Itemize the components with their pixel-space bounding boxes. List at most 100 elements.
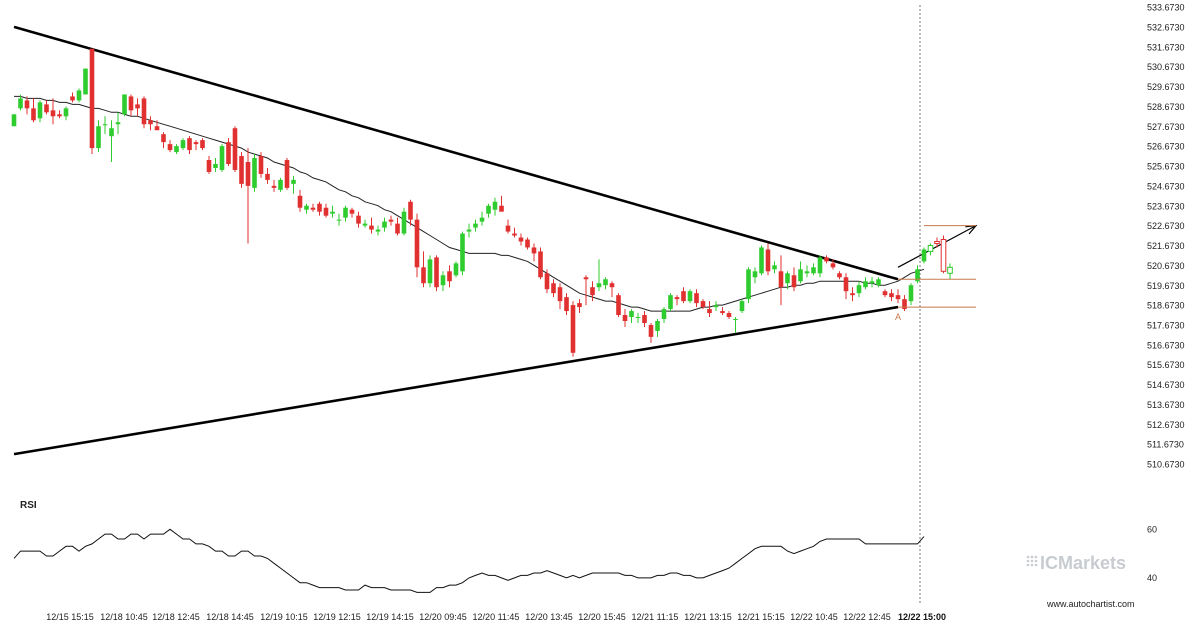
moving-average-line xyxy=(14,95,925,312)
y-tick-label: 532.6730 xyxy=(1147,22,1185,32)
candle-body xyxy=(128,96,134,111)
candle-body xyxy=(947,266,953,274)
candle-body xyxy=(453,263,459,276)
candle-body xyxy=(291,179,296,184)
candle-body xyxy=(278,179,283,190)
candle-body xyxy=(89,48,95,149)
candle-body xyxy=(252,158,257,188)
x-tick-label: 12/21 11:15 xyxy=(632,612,679,622)
candle-body xyxy=(908,285,914,302)
candle-body xyxy=(232,128,238,170)
candle-body xyxy=(427,259,433,284)
candle-body xyxy=(577,303,582,308)
candle-body xyxy=(37,102,43,119)
candle-body xyxy=(11,114,17,127)
candle-body xyxy=(629,311,634,318)
candle-body xyxy=(219,146,225,170)
candle-body xyxy=(154,126,160,131)
y-tick-label: 522.6730 xyxy=(1147,221,1185,231)
candle-body xyxy=(525,239,530,248)
candle-body xyxy=(180,140,186,149)
site-url: www.autochartist.com xyxy=(1046,599,1135,609)
x-tick-label: 12/19 12:15 xyxy=(313,612,361,622)
x-tick-label: 12/22 15:00 xyxy=(898,612,946,622)
x-tick-label: 12/22 12:45 xyxy=(843,612,891,622)
candle-body xyxy=(473,223,478,228)
candle-body xyxy=(791,275,797,288)
candle-body xyxy=(239,156,244,184)
x-tick-label: 12/20 09:45 xyxy=(419,612,467,622)
candle-body xyxy=(940,239,947,272)
candle-body xyxy=(570,305,576,353)
candle-body xyxy=(109,128,114,137)
y-tick-label: 524.6730 xyxy=(1147,181,1185,191)
candle-body xyxy=(96,126,101,149)
y-tick-label: 510.6730 xyxy=(1147,460,1185,470)
candle-body xyxy=(921,249,927,262)
candle-body xyxy=(687,291,693,302)
candle-body xyxy=(304,205,309,210)
logo-dot xyxy=(1034,563,1038,567)
candle-body xyxy=(655,320,660,331)
candle-body xyxy=(746,269,751,300)
candle-body xyxy=(492,201,498,210)
candle-body xyxy=(518,237,524,242)
candle-body xyxy=(681,291,686,302)
y-tick-label: 521.6730 xyxy=(1147,241,1185,251)
candle-body xyxy=(479,217,485,222)
y-tick-label: 517.6730 xyxy=(1147,321,1185,331)
candle-body xyxy=(447,271,452,282)
candle-body xyxy=(50,110,56,117)
rsi-y-tick-label: 40 xyxy=(1147,573,1157,583)
candle-body xyxy=(609,283,615,288)
candle-body xyxy=(876,279,881,286)
candle-body xyxy=(83,68,88,95)
y-tick-label: 520.6730 xyxy=(1147,261,1185,271)
candle-body xyxy=(161,134,166,143)
candle-body xyxy=(824,257,829,262)
x-tick-label: 12/20 13:45 xyxy=(525,612,573,622)
x-tick-label: 12/18 14:45 xyxy=(206,612,254,622)
candle-body xyxy=(648,324,654,337)
x-tick-label: 12/19 14:15 xyxy=(366,612,414,622)
candle-body xyxy=(336,219,342,221)
candle-body xyxy=(395,223,400,234)
candle-body xyxy=(635,317,641,319)
candle-body xyxy=(622,315,628,321)
candle-body xyxy=(830,263,836,268)
y-tick-label: 526.6730 xyxy=(1147,142,1185,152)
candle-body xyxy=(505,225,511,232)
candle-body xyxy=(206,160,212,172)
x-tick-label: 12/20 15:45 xyxy=(578,612,626,622)
candle-body xyxy=(408,201,413,220)
candle-body xyxy=(382,221,387,228)
x-tick-label: 12/21 15:15 xyxy=(737,612,785,622)
x-tick-label: 12/19 10:15 xyxy=(260,612,308,622)
candle-body xyxy=(798,269,803,282)
candle-body xyxy=(531,247,537,254)
candle-body xyxy=(726,313,732,318)
candle-body xyxy=(661,309,667,320)
candle-body xyxy=(752,271,758,278)
candle-body xyxy=(804,271,810,274)
candle-body xyxy=(271,185,277,188)
candle-body xyxy=(499,205,504,212)
candle-body xyxy=(115,122,121,125)
candle-body xyxy=(245,162,251,186)
candle-body xyxy=(330,211,335,214)
x-tick-label: 12/15 15:15 xyxy=(46,612,94,622)
candle-body xyxy=(856,285,862,294)
y-tick-label: 525.6730 xyxy=(1147,162,1185,172)
candle-body xyxy=(927,244,934,252)
y-tick-label: 514.6730 xyxy=(1147,380,1185,390)
x-tick-label: 12/18 12:45 xyxy=(152,612,200,622)
candle-body xyxy=(674,297,680,300)
x-tick-label: 12/22 10:45 xyxy=(790,612,838,622)
candle-body xyxy=(486,205,491,214)
candle-body xyxy=(882,291,888,296)
y-tick-label: 519.6730 xyxy=(1147,281,1185,291)
candle-body xyxy=(362,223,368,226)
